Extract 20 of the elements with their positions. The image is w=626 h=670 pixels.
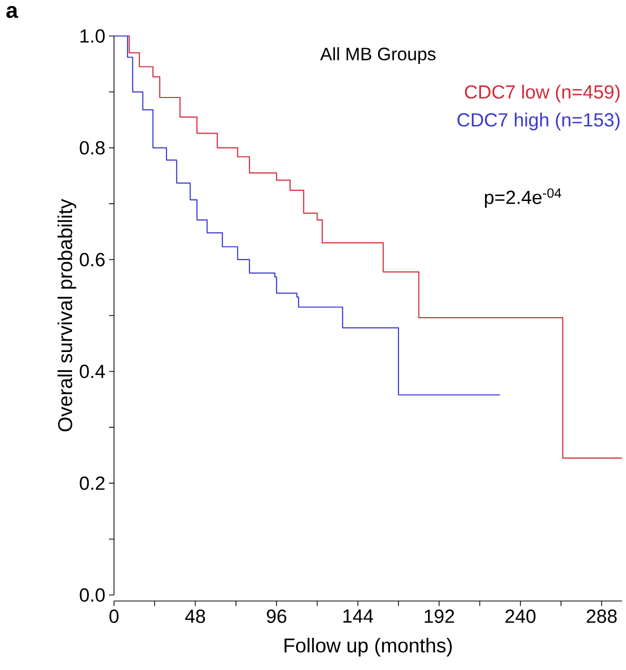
text: CDC7 high (n=153) — [458, 112, 620, 130]
text: CDC7 low (n=459) — [464, 84, 620, 102]
text: a — [6, 6, 18, 18]
x-axis-title: Follow up (months) — [284, 638, 452, 656]
y-tick-label: 0.2 — [80, 476, 105, 490]
y-axis-title: Overall survival probability — [58, 198, 76, 432]
x-tick-label: 0 — [109, 610, 119, 623]
y-tick-label: 1.0 — [80, 29, 105, 43]
y-tick-label: 0.4 — [80, 364, 105, 378]
y-tick-label: 0.0 — [80, 588, 105, 602]
annotation: p=2.4e$^{-04}$ — [484, 188, 562, 208]
text: All MB Groups — [320, 47, 436, 64]
x-tick-label: 240 — [506, 610, 536, 623]
x-tick-label: 96 — [266, 610, 286, 623]
y-tick-label: 0.6 — [80, 252, 105, 266]
y-tick-label: 0.8 — [80, 141, 105, 155]
x-tick-label: 192 — [424, 610, 454, 623]
x-tick-label: 144 — [343, 610, 374, 623]
x-tick-label: 48 — [185, 610, 206, 623]
x-tick-label: 288 — [586, 610, 617, 623]
